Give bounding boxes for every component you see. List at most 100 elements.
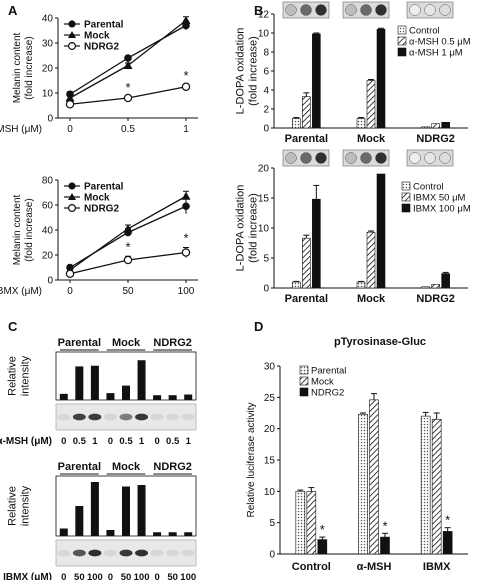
bar [431, 123, 440, 129]
y-tick-label: 10 [42, 89, 54, 100]
legend-swatch [401, 203, 411, 213]
panel-label-b: B [254, 3, 263, 18]
bar [356, 118, 366, 129]
dish-well [285, 152, 297, 164]
blot-band [72, 549, 86, 557]
legend-swatch [299, 387, 309, 397]
bar [90, 365, 99, 400]
significance-marker: * [382, 518, 387, 533]
legend-label: Control [409, 26, 440, 37]
legend-label: Control [413, 182, 444, 193]
bar [380, 536, 390, 555]
blot-band [88, 413, 102, 421]
y-tick-label: 0 [47, 276, 53, 287]
legend-swatch [397, 36, 407, 46]
x-category-label: Control [292, 561, 331, 573]
bar [153, 532, 162, 536]
lane-label: 1 [92, 436, 98, 447]
y-tick-label: 20 [258, 164, 270, 175]
significance-marker: * [125, 80, 130, 95]
legend-marker [67, 204, 76, 213]
legend-label: NDRG2 [84, 204, 119, 215]
y-tick-label: 60 [42, 201, 54, 212]
legend-label: Mock [84, 31, 110, 42]
lane-label: 50 [74, 572, 85, 580]
data-point [181, 16, 191, 24]
data-point [123, 224, 133, 233]
dish-well [360, 4, 372, 16]
legend-label: Mock [84, 193, 110, 204]
data-point [182, 202, 190, 211]
bar [306, 491, 317, 555]
y-tick-label: 30 [42, 39, 54, 50]
x-axis-label: IBMX (μM) [0, 286, 42, 297]
bar [431, 418, 442, 555]
dish-well [285, 4, 297, 16]
bar [106, 530, 115, 536]
data-point [181, 191, 191, 200]
y-tick-label: 15 [258, 194, 270, 205]
y-axis-label: (fold increase) [248, 193, 260, 263]
legend-label: IBMX 50 μM [413, 193, 466, 204]
x-tick-label: 100 [178, 286, 195, 297]
d-chart-title: pTyrosinase-Gluc [334, 336, 426, 348]
blot-band [150, 413, 164, 421]
blot-band [181, 549, 195, 557]
x-tick-label: 0.5 [121, 124, 135, 135]
lane-label: 0 [108, 436, 113, 447]
y-tick-label: 5 [263, 254, 269, 265]
data-point [181, 248, 191, 257]
blot-band [88, 549, 102, 557]
x-axis-label: α-MSH (μM) [0, 124, 42, 135]
bar [292, 118, 301, 129]
y-axis-label: intensity [20, 355, 32, 396]
bar [317, 539, 328, 555]
data-point [65, 100, 75, 109]
y-tick-label: 30 [264, 362, 276, 373]
bar [295, 491, 306, 555]
x-category-label: NDRG2 [416, 293, 455, 305]
y-tick-label: 0 [47, 114, 53, 125]
y-tick-label: 10 [264, 487, 276, 498]
y-tick-label: 80 [42, 176, 54, 187]
x-category-label: Mock [357, 133, 386, 145]
bar [312, 198, 321, 289]
y-tick-label: 40 [42, 14, 54, 25]
y-tick-label: 0 [269, 550, 275, 561]
bar [421, 286, 430, 289]
bar [75, 506, 84, 536]
data-point [123, 93, 133, 103]
bar [168, 532, 177, 536]
blot-band [103, 549, 117, 557]
y-tick-label: 20 [264, 424, 276, 435]
x-axis-label: IBMX (μM) [3, 572, 52, 580]
y-tick-label: 10 [258, 224, 270, 235]
chart-melanin-alpha-msh: 0 10 20 30 40 0 0.5 1 α-MSH (μM) Melanin content(… [0, 14, 198, 135]
data-point [123, 255, 133, 265]
x-category-label: α-MSH [357, 561, 392, 573]
panel-label-c: C [8, 319, 18, 334]
group-label: NDRG2 [153, 337, 192, 349]
bar [376, 28, 386, 129]
y-tick-label: 15 [264, 456, 276, 467]
legend-label: α-MSH 0.5 μM [409, 37, 471, 48]
blot-band [72, 413, 86, 421]
y-tick-label: 2 [263, 105, 269, 116]
bar [90, 482, 99, 536]
legend-marker [67, 41, 76, 50]
x-category-label: Mock [357, 293, 386, 305]
x-tick-label: 0 [67, 124, 73, 135]
blot-band [181, 413, 195, 421]
data-point [181, 82, 191, 91]
x-tick-label: 1 [183, 124, 189, 135]
blot-band [103, 413, 117, 421]
bar [420, 415, 431, 555]
data-point [65, 93, 75, 102]
blot-band [57, 413, 71, 421]
bar [137, 360, 146, 400]
y-axis-label: L-DOPA oxidation [235, 28, 247, 115]
y-axis-label: L-DOPA oxidation [235, 185, 247, 272]
